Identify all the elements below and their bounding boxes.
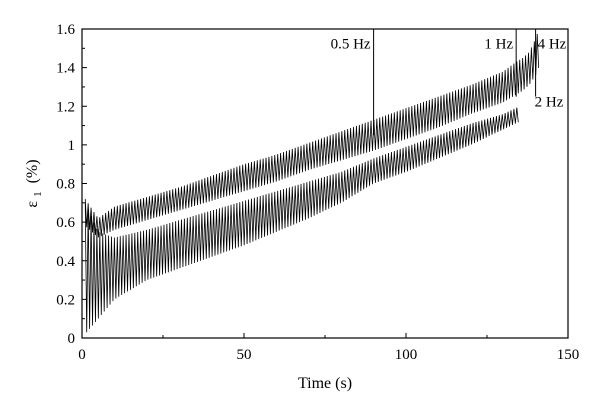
series-line-1 [84, 33, 540, 238]
y-tick-label: 1.6 [56, 22, 75, 38]
y-axis-label: ε 1 (%) [24, 159, 45, 207]
x-tick-label: 50 [237, 347, 252, 363]
axes-layer: 0 50 100 150 0 0.2 0.4 0.6 0.8 1 1.2 1.4 1.6 [56, 22, 579, 363]
y-tick-label: 0.4 [56, 254, 75, 270]
frequency-label: 2 Hz [535, 94, 564, 110]
frequency-label: 4 Hz [538, 36, 567, 52]
frequency-markers: 0.5 Hz 1 Hz 4 Hz 2 Hz [331, 29, 567, 136]
x-tick-label: 150 [557, 347, 580, 363]
x-tick-label: 0 [78, 347, 86, 363]
frequency-label: 0.5 Hz [331, 36, 371, 52]
series-line-2 [84, 107, 519, 333]
y-tick-label: 0.8 [56, 177, 75, 193]
y-tick-label: 1.2 [56, 99, 75, 115]
y-axis-label-unit: (%) [24, 159, 41, 183]
series-layer [84, 33, 540, 333]
y-tick-label: 1.4 [56, 61, 75, 77]
y-tick-label: 0.6 [56, 215, 75, 231]
y-tick-label: 0.2 [56, 292, 75, 308]
frequency-label: 1 Hz [484, 36, 513, 52]
x-tick-label: 100 [395, 347, 418, 363]
y-axis-label-symbol: ε [24, 201, 41, 208]
y-tick-label: 0 [68, 331, 76, 347]
y-axis-label-subscript: 1 [32, 191, 44, 197]
y-tick-label: 1 [68, 138, 76, 154]
x-axis-label: Time (s) [298, 375, 352, 392]
